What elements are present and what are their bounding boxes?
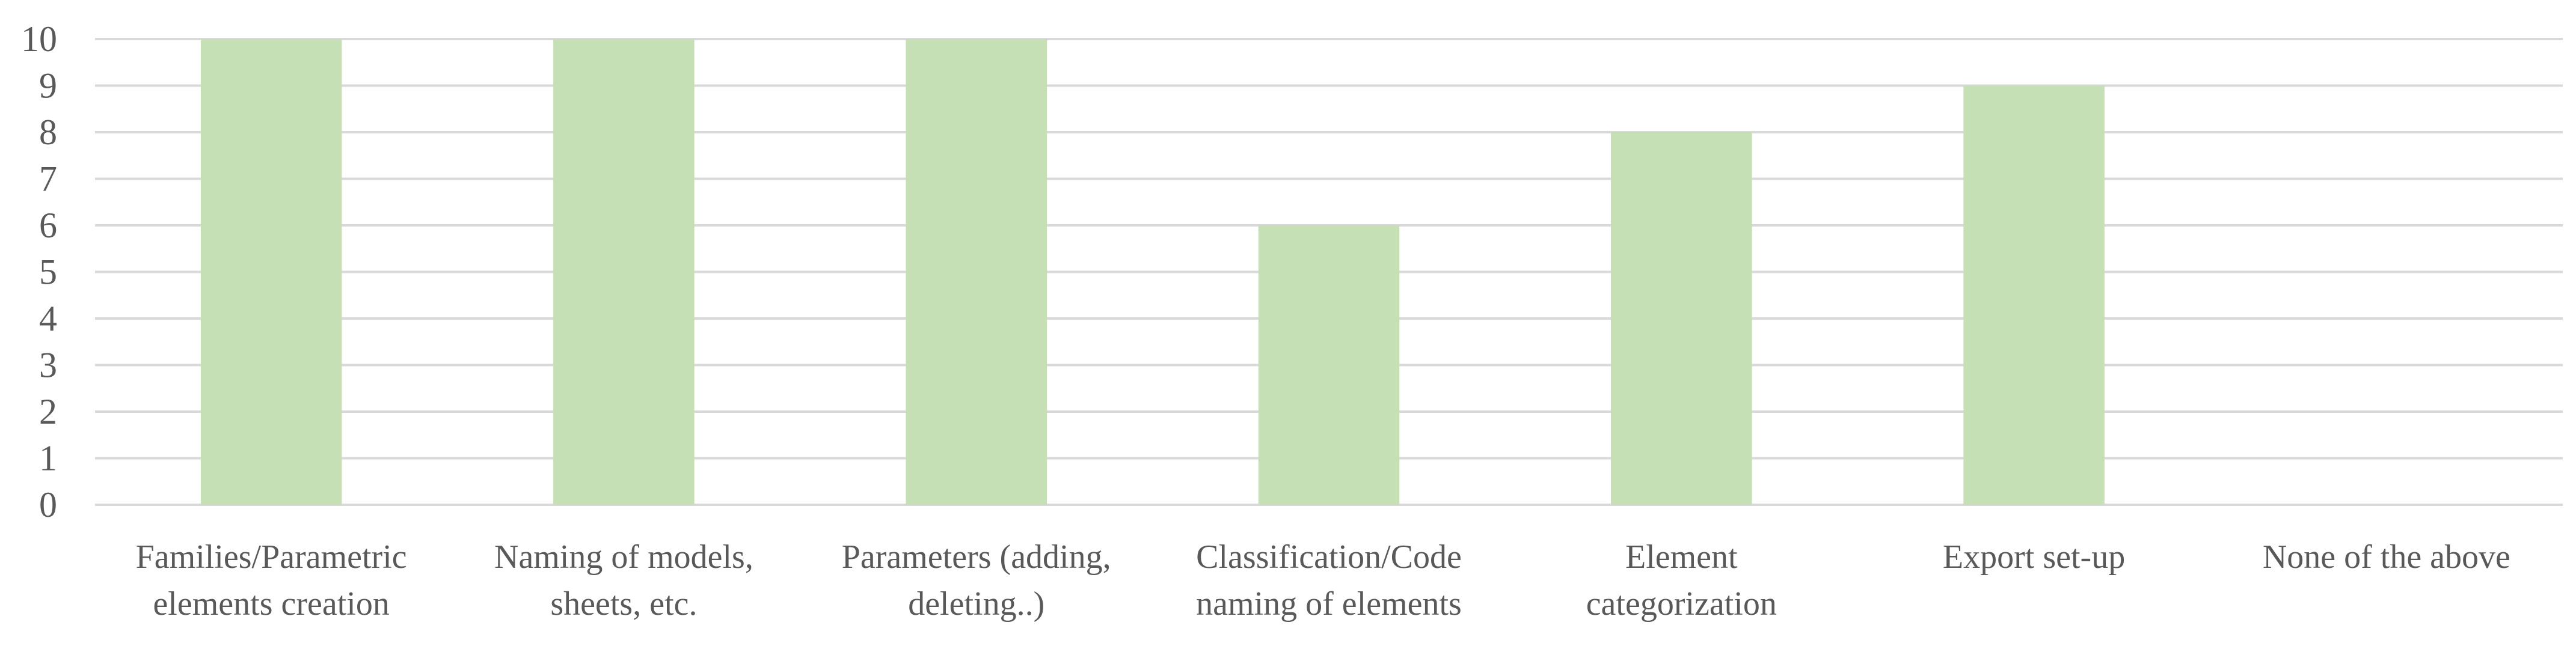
x-category-label: Element categorization (1586, 538, 1777, 623)
x-category-label: None of the above (2263, 538, 2510, 576)
y-tick-label: 2 (39, 392, 57, 431)
x-category-label-line: Element (1625, 538, 1738, 576)
y-tick-label: 3 (39, 346, 57, 385)
y-tick-label: 7 (39, 159, 57, 199)
x-category-label: Parameters (adding, deleting..) (842, 538, 1111, 623)
x-category-label: Classification/Code naming of elements (1196, 538, 1462, 623)
y-axis-tick-labels: 0 1 2 3 4 5 6 7 8 9 10 (21, 19, 57, 525)
x-category-label-line: elements creation (153, 585, 389, 623)
x-category-label-line: naming of elements (1196, 585, 1462, 623)
x-category-label: Export set-up (1943, 538, 2125, 576)
x-category-label-line: Naming of models, (494, 538, 753, 576)
x-axis-category-labels: Families/Parametric elements creation Nami… (136, 538, 2510, 623)
x-category-label: Naming of models, sheets, etc. (494, 538, 753, 623)
bar (1611, 132, 1752, 505)
y-tick-label: 8 (39, 112, 57, 152)
y-tick-label: 6 (39, 206, 57, 245)
bar (553, 39, 695, 505)
x-category-label-line: Classification/Code (1196, 538, 1462, 576)
x-category-label: Families/Parametric elements creation (136, 538, 407, 623)
x-category-label-line: Parameters (adding, (842, 538, 1111, 576)
y-tick-label: 5 (39, 252, 57, 292)
bars (200, 39, 2105, 505)
x-category-label-line: None of the above (2263, 538, 2510, 576)
y-tick-label: 4 (39, 299, 57, 338)
y-tick-label: 0 (39, 485, 57, 525)
bar (1258, 225, 1400, 505)
bar (1963, 85, 2105, 505)
x-category-label-line: categorization (1586, 585, 1777, 623)
x-category-label-line: Export set-up (1943, 538, 2125, 576)
y-tick-label: 1 (39, 439, 57, 478)
y-tick-label: 10 (21, 19, 57, 59)
bar (200, 39, 342, 505)
x-category-label-line: sheets, etc. (550, 585, 697, 623)
y-tick-label: 9 (39, 66, 57, 106)
bar (906, 39, 1047, 505)
x-category-label-line: deleting..) (908, 585, 1044, 623)
x-category-label-line: Families/Parametric (136, 538, 407, 576)
